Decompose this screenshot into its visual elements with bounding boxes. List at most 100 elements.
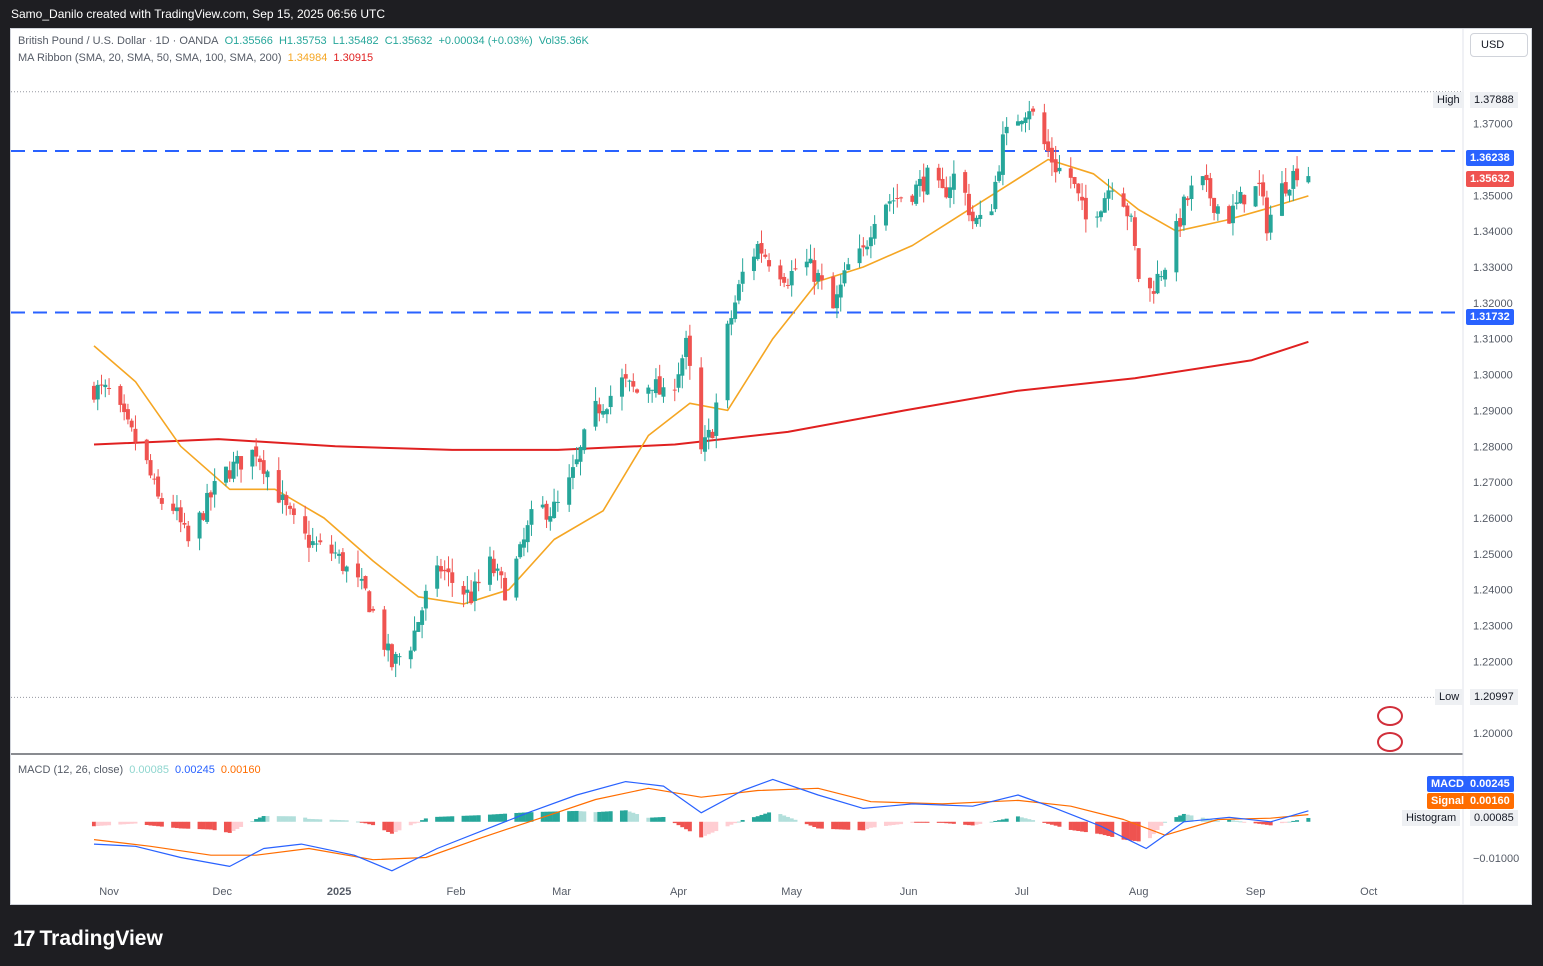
time-tick-label: Oct bbox=[1360, 886, 1377, 898]
macd-histogram-bar bbox=[631, 812, 636, 822]
low-value-text: 1.20997 bbox=[1474, 691, 1514, 703]
macd-histogram-bar bbox=[280, 816, 285, 822]
macd-histogram-bar bbox=[174, 821, 179, 829]
candle-body bbox=[702, 437, 707, 452]
candle-body bbox=[895, 197, 900, 199]
candle-body bbox=[393, 654, 398, 664]
candle-body bbox=[699, 367, 704, 450]
macd-histogram-bar bbox=[1189, 815, 1194, 822]
macd-histogram-bar bbox=[948, 821, 953, 824]
candle-body bbox=[740, 271, 745, 284]
gbp-flag-icon[interactable] bbox=[1377, 706, 1403, 726]
macd-histogram-bar bbox=[1121, 821, 1126, 840]
candle-body bbox=[751, 256, 756, 272]
candle-body bbox=[733, 302, 738, 319]
macd-histogram-bar bbox=[171, 821, 176, 828]
macd-histogram-bar bbox=[767, 812, 772, 822]
candle-body bbox=[1295, 168, 1300, 181]
candle-body bbox=[831, 276, 836, 309]
macd-histogram-bar bbox=[182, 821, 187, 829]
candle-body bbox=[355, 563, 360, 578]
candle-body bbox=[416, 622, 421, 632]
macd-histogram-bar bbox=[555, 811, 560, 822]
symbol-name[interactable]: British Pound / U.S. Dollar · 1D · OANDA bbox=[18, 35, 219, 47]
candle-body bbox=[948, 187, 953, 199]
candle-body bbox=[239, 456, 244, 470]
macd-histogram-bar bbox=[487, 814, 492, 822]
macd-histogram-bar bbox=[239, 821, 244, 827]
macd-histogram-bar bbox=[544, 811, 549, 822]
candle-body bbox=[819, 275, 824, 280]
candle-body bbox=[1102, 198, 1107, 213]
macd-histogram-bar bbox=[895, 821, 900, 825]
macd-axis-value: 0.00245 bbox=[1466, 776, 1514, 792]
signal-axis-label: Signal bbox=[1427, 793, 1469, 809]
resistance-tag: 1.36238 bbox=[1466, 150, 1514, 166]
candle-body bbox=[1106, 190, 1111, 199]
price-tick-label: 1.30000 bbox=[1473, 370, 1513, 382]
ma-ribbon-label[interactable]: MA Ribbon (SMA, 20, SMA, 50, SMA, 100, S… bbox=[18, 52, 282, 64]
candle-body bbox=[767, 260, 772, 267]
macd-histogram-bar bbox=[574, 810, 579, 822]
signal-axis-label-text: Signal bbox=[1431, 795, 1465, 807]
macd-axis-label-text: MACD bbox=[1431, 778, 1464, 790]
macd-histogram-bar bbox=[755, 816, 760, 822]
candle-body bbox=[265, 471, 270, 478]
candle-body bbox=[963, 172, 968, 193]
macd-histogram-bar bbox=[95, 821, 100, 826]
macd-histogram-bar bbox=[465, 815, 470, 822]
candle-body bbox=[812, 260, 817, 282]
candle-body bbox=[1042, 112, 1047, 145]
usd-flag-icon[interactable] bbox=[1377, 732, 1403, 752]
macd-histogram-bar bbox=[435, 816, 440, 822]
candle-body bbox=[653, 379, 658, 394]
candle-body bbox=[1212, 197, 1217, 213]
candle-body bbox=[122, 403, 127, 413]
macd-histogram-bar bbox=[261, 816, 266, 822]
candle-body bbox=[1159, 276, 1164, 278]
candle-body bbox=[1129, 215, 1134, 217]
macd-histogram-bar bbox=[838, 821, 843, 830]
macd-histogram-bar bbox=[608, 811, 613, 822]
candle-body bbox=[865, 246, 870, 250]
macd-histogram-bar bbox=[940, 821, 945, 823]
macd-histogram-bar bbox=[201, 821, 206, 830]
candle-body bbox=[435, 565, 440, 589]
candle-body bbox=[1132, 217, 1137, 246]
candle-body bbox=[1023, 117, 1028, 123]
macd-histogram-bar bbox=[1027, 819, 1032, 822]
macd-histogram-bar bbox=[382, 821, 387, 831]
candles-layer bbox=[91, 100, 1311, 678]
macd-histogram-bar bbox=[156, 821, 161, 827]
macd-histogram-bar bbox=[570, 811, 575, 822]
price-tick-label: 1.26000 bbox=[1473, 513, 1513, 525]
time-tick-label: Sep bbox=[1246, 886, 1266, 898]
macd-study-label[interactable]: MACD (12, 26, close) bbox=[18, 764, 124, 776]
candle-body bbox=[382, 609, 387, 650]
macd-histogram-bar bbox=[993, 820, 998, 822]
price-chart[interactable]: 1.390001.370001.360001.350001.340001.330… bbox=[11, 29, 1531, 904]
candle-body bbox=[872, 223, 877, 239]
ma200-layer bbox=[93, 340, 1309, 451]
macd-histogram-bar bbox=[1283, 821, 1288, 823]
candle-body bbox=[152, 478, 157, 480]
macd-histogram-bar bbox=[125, 821, 130, 825]
attribution-text: Samo_Danilo created with TradingView.com… bbox=[11, 7, 385, 21]
macd-histogram-bar bbox=[450, 816, 455, 822]
macd-histogram-bar bbox=[680, 821, 685, 828]
macd-histogram-bar bbox=[623, 810, 628, 822]
macd-histogram-bar bbox=[657, 817, 662, 822]
macd-histogram-bar bbox=[872, 821, 877, 828]
candle-body bbox=[525, 525, 530, 543]
macd-histogram-bar bbox=[235, 821, 240, 829]
currency-button[interactable]: USD bbox=[1470, 33, 1528, 57]
macd-histogram-bar bbox=[725, 821, 730, 827]
macd-histogram-bar bbox=[966, 821, 971, 826]
macd-histogram-bar bbox=[231, 821, 236, 831]
candle-body bbox=[978, 214, 983, 220]
macd-histogram-bar bbox=[288, 816, 293, 822]
change-value: +0.00034 (+0.03%) bbox=[438, 35, 533, 47]
macd-histogram-bar bbox=[329, 819, 334, 822]
candle-body bbox=[684, 337, 689, 357]
chart-frame[interactable]: 1.390001.370001.360001.350001.340001.330… bbox=[10, 28, 1532, 905]
